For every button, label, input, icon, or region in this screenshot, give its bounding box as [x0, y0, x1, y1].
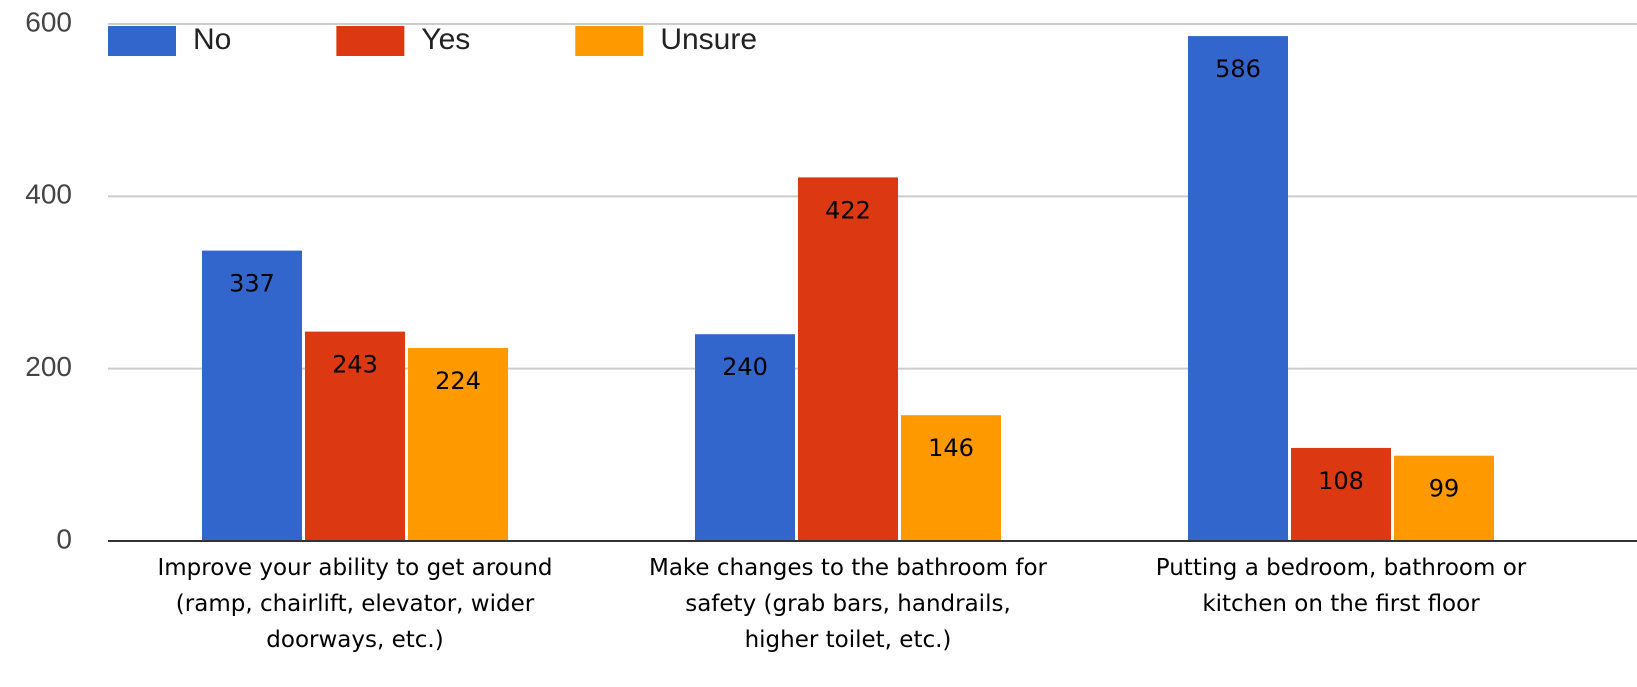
- y-tick-label: 0: [56, 523, 72, 554]
- data-label: 146: [928, 434, 974, 462]
- bar: [305, 331, 405, 541]
- y-tick-label: 400: [25, 179, 72, 210]
- legend-label: Unsure: [660, 23, 757, 56]
- x-tick-label: Improve your ability to get around (ramp…: [157, 555, 553, 653]
- data-label: 337: [229, 270, 275, 298]
- data-label: 99: [1429, 475, 1460, 503]
- y-tick-label: 200: [25, 351, 72, 382]
- bar: [901, 415, 1001, 541]
- data-label: 108: [1318, 467, 1364, 495]
- bar: [695, 334, 795, 541]
- x-tick-label: Putting a bedroom, bathroom or kitchen o…: [1155, 555, 1527, 617]
- data-label: 224: [435, 367, 481, 395]
- data-label: 586: [1215, 55, 1261, 83]
- data-label: 243: [332, 351, 378, 379]
- data-label: 422: [825, 196, 871, 224]
- bar: [798, 177, 898, 542]
- bar: [1291, 447, 1391, 541]
- y-tick-label: 600: [25, 6, 72, 37]
- legend-swatch: [575, 26, 644, 56]
- x-tick-label: Make changes to the bathroom for safety …: [648, 555, 1048, 653]
- legend-swatch: [108, 26, 176, 56]
- data-label: 240: [722, 353, 768, 381]
- legend-label: No: [193, 23, 231, 56]
- bar: [1394, 455, 1494, 541]
- legend-swatch: [336, 26, 405, 56]
- bar: [408, 347, 508, 541]
- legend-label: Yes: [421, 23, 470, 56]
- bar: [202, 250, 302, 541]
- bar: [1188, 36, 1288, 542]
